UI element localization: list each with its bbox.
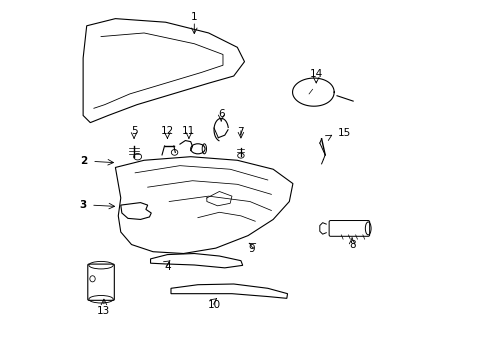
Text: 7: 7 — [237, 127, 244, 137]
Text: 11: 11 — [182, 126, 195, 135]
Text: 1: 1 — [191, 12, 197, 22]
Text: 14: 14 — [309, 69, 322, 79]
Text: 6: 6 — [218, 109, 224, 119]
Text: 10: 10 — [207, 300, 220, 310]
Text: 13: 13 — [97, 306, 110, 316]
Text: 3: 3 — [79, 200, 86, 210]
Text: 4: 4 — [164, 262, 170, 272]
Text: 9: 9 — [248, 244, 254, 254]
Text: 15: 15 — [337, 129, 350, 138]
Text: 5: 5 — [130, 126, 137, 135]
Text: 8: 8 — [348, 240, 355, 250]
Text: 2: 2 — [81, 156, 88, 166]
Text: 12: 12 — [161, 126, 174, 135]
